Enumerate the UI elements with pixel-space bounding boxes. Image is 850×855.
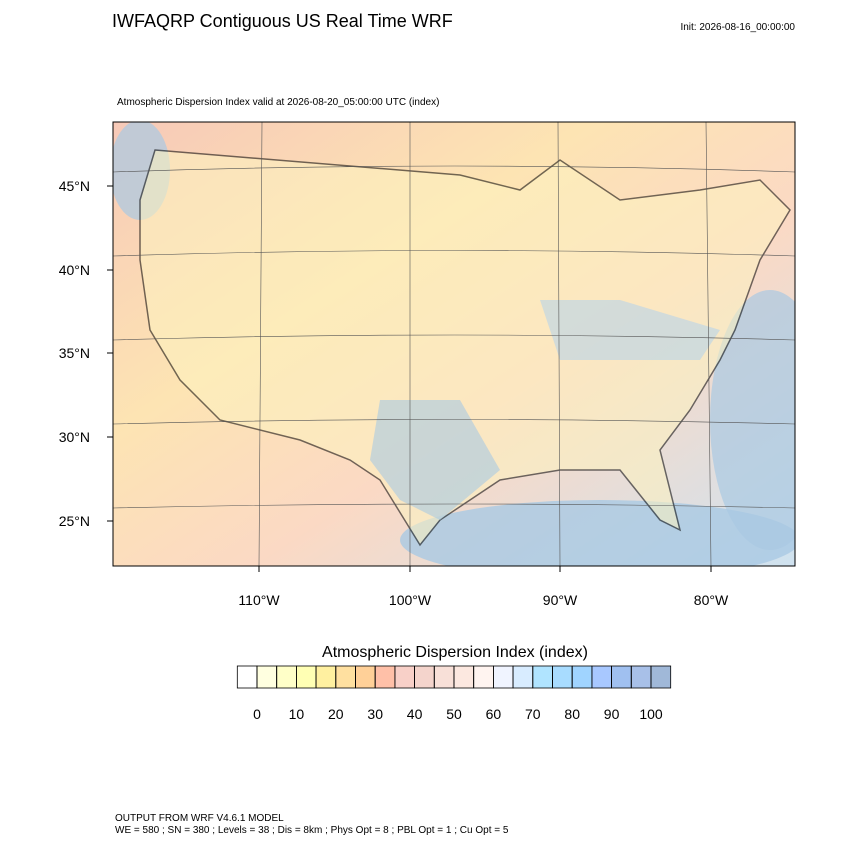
colorbar-tick-label: 80: [564, 706, 580, 722]
colorbar-box: [650, 665, 672, 689]
colorbar-box: [433, 665, 455, 689]
map-frame: [112, 121, 796, 567]
lat-label: 30°N: [59, 429, 90, 445]
colorbar-tick-label: 100: [639, 706, 663, 722]
subtitle: Atmospheric Dispersion Index valid at 20…: [117, 97, 439, 108]
graticule: [113, 122, 795, 566]
lon-label: 100°W: [389, 592, 432, 608]
colorbar-title: Atmospheric Dispersion Index (index): [322, 644, 588, 661]
midatlantic-field: [540, 300, 720, 360]
colorbar-box: [276, 665, 297, 689]
lat-label: 35°N: [59, 345, 90, 361]
colorbar-box: [295, 665, 317, 689]
atlantic-water: [710, 290, 795, 550]
colorbar-tick-label: 70: [525, 706, 541, 722]
colorbar-box: [256, 665, 278, 689]
lon-label: 110°W: [238, 592, 280, 608]
colorbar-box: [512, 665, 534, 689]
colorbar-box: [611, 665, 632, 689]
texas-field: [370, 400, 500, 520]
colorbar-box: [492, 665, 514, 689]
colorbar-box: [532, 665, 553, 689]
lat-label: 40°N: [59, 262, 90, 278]
footer-line: OUTPUT FROM WRF V4.6.1 MODEL: [115, 813, 284, 824]
colorbar-tick-label: 20: [328, 706, 344, 722]
lon-label: 80°W: [694, 592, 729, 608]
colorbar-box: [355, 665, 376, 689]
colorbar-box: [236, 665, 258, 689]
colorbar-tick-label: 60: [486, 706, 502, 722]
colorbar-box: [473, 665, 494, 689]
colorbar-box: [571, 665, 593, 689]
colorbar-tick-label: 0: [253, 706, 261, 722]
colorbar-box: [394, 665, 415, 689]
lat-label: 45°N: [59, 178, 90, 194]
init-time: Init: 2026-08-16_00:00:00: [680, 22, 795, 33]
colorbar-tick-label: 10: [289, 706, 305, 722]
footer-line: WE = 580 ; SN = 380 ; Levels = 38 ; Dis …: [115, 825, 509, 836]
colorbar-tick-label: 50: [446, 706, 462, 722]
gulf-water: [400, 500, 795, 566]
title: IWFAQRP Contiguous US Real Time WRF: [112, 11, 453, 31]
colorbar-box: [335, 665, 356, 689]
map: [113, 122, 795, 566]
colorbar-box: [552, 665, 573, 689]
colorbar-box: [630, 665, 652, 689]
lat-label: 25°N: [59, 513, 90, 529]
colorbar-tick-label: 90: [604, 706, 620, 722]
colorbar-box: [591, 665, 613, 689]
colorbar-box: [315, 665, 337, 689]
colorbar-box: [414, 665, 435, 689]
colorbar-tick-label: 30: [367, 706, 383, 722]
colorbar-tick-label: 40: [407, 706, 423, 722]
colorbar-box: [453, 665, 475, 689]
us-outline: [139, 149, 791, 547]
lon-label: 90°W: [543, 592, 578, 608]
colorbar-box: [374, 665, 396, 689]
